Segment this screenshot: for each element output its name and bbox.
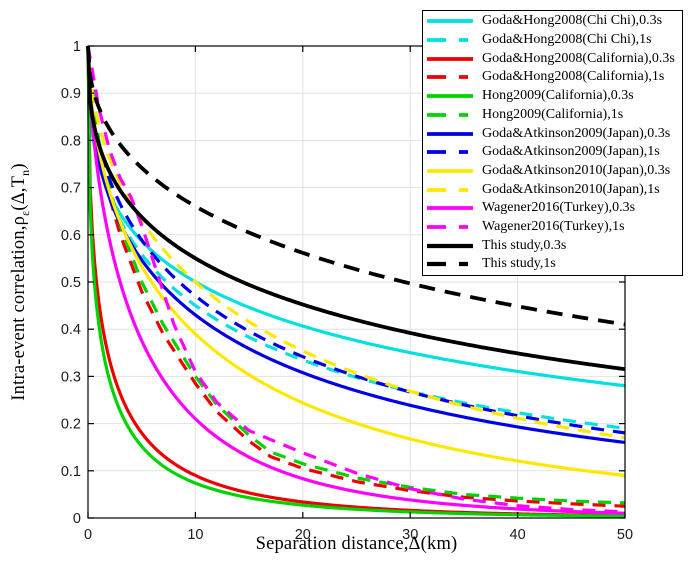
legend-swatch-line bbox=[427, 94, 473, 99]
legend-swatch-line bbox=[427, 112, 473, 117]
y-tick-label: 0.6 bbox=[61, 228, 81, 244]
curve-3 bbox=[86, 45, 625, 508]
legend-item: Goda&Atkinson2009(Japan),0.3s bbox=[423, 125, 682, 143]
curve-10 bbox=[86, 45, 625, 515]
legend-label: Wagener2016(Turkey),1s bbox=[482, 219, 625, 235]
legend-item: Hong2009(California),0.3s bbox=[423, 87, 682, 105]
x-tick-label: 50 bbox=[617, 527, 633, 543]
y-axis-label-sub-n: n bbox=[17, 169, 32, 176]
y-tick-label: 0.3 bbox=[61, 369, 81, 385]
y-axis-label-sub-epsilon: ε bbox=[17, 210, 32, 216]
legend-item: Goda&Hong2008(Chi Chi),0.3s bbox=[423, 12, 682, 30]
curve-11 bbox=[86, 45, 625, 514]
x-tick-label: 20 bbox=[295, 527, 311, 543]
legend-swatch-line bbox=[427, 243, 473, 248]
y-tick-label: 1 bbox=[73, 39, 81, 55]
legend-item: Goda&Atkinson2009(Japan),1s bbox=[423, 143, 682, 161]
legend-label: This study,0.3s bbox=[482, 237, 567, 253]
curve-12 bbox=[86, 45, 625, 372]
legend-item: Goda&Atkinson2010(Japan),1s bbox=[423, 181, 682, 199]
legend-item: Goda&Hong2008(California),0.3s bbox=[423, 50, 682, 68]
curve-4 bbox=[86, 45, 625, 518]
legend-label: Goda&Atkinson2010(Japan),1s bbox=[482, 181, 660, 197]
y-axis-label: Intra-event correlation,ρε(Δ,Tn) bbox=[9, 163, 33, 400]
y-tick-label: 0.5 bbox=[61, 275, 81, 291]
legend-swatch-line bbox=[427, 150, 473, 155]
legend-swatch-line bbox=[427, 206, 473, 211]
curves-group bbox=[86, 45, 625, 518]
legend-label: Goda&Atkinson2010(Japan),0.3s bbox=[482, 162, 671, 178]
x-axis-label: Separation distance,Δ(km) bbox=[255, 534, 458, 554]
y-tick-label: 0.8 bbox=[61, 133, 81, 149]
legend-item: This study,1s bbox=[423, 255, 682, 273]
y-axis-label-close: ) bbox=[9, 163, 30, 170]
legend-label: Goda&Hong2008(California),1s bbox=[482, 69, 665, 85]
legend: Goda&Hong2008(Chi Chi),0.3s Goda&Hong2008… bbox=[422, 10, 683, 276]
legend-item: Wagener2016(Turkey),1s bbox=[423, 218, 682, 236]
y-tick-label: 0.2 bbox=[61, 417, 81, 433]
legend-label: This study,1s bbox=[482, 256, 556, 272]
legend-label: Goda&Hong2008(Chi Chi),1s bbox=[482, 32, 652, 48]
curve-6 bbox=[86, 45, 625, 445]
curve-13 bbox=[86, 45, 625, 327]
curve-0 bbox=[86, 45, 625, 388]
curve-9 bbox=[86, 45, 625, 440]
legend-label: Hong2009(California),0.3s bbox=[482, 88, 634, 104]
y-tick-label: 0.1 bbox=[61, 464, 81, 480]
x-tick-label: 30 bbox=[402, 527, 418, 543]
legend-item: This study,0.3s bbox=[423, 237, 682, 255]
legend-swatch-line bbox=[427, 225, 473, 229]
legend-swatch-line bbox=[427, 56, 473, 61]
legend-item: Hong2009(California),1s bbox=[423, 106, 682, 124]
curve-8 bbox=[86, 45, 625, 478]
y-tick-label: 0.4 bbox=[61, 322, 81, 338]
legend-item: Wagener2016(Turkey),0.3s bbox=[423, 199, 682, 217]
y-axis-label-args: (Δ,T bbox=[9, 175, 30, 211]
y-tick-label: 0.7 bbox=[61, 181, 81, 197]
legend-item: Goda&Hong2008(Chi Chi),1s bbox=[423, 31, 682, 49]
legend-swatch-line bbox=[427, 38, 473, 42]
legend-swatch-line bbox=[427, 75, 473, 80]
y-tick-label: 0 bbox=[73, 511, 81, 527]
legend-swatch-line bbox=[427, 169, 473, 173]
legend-item: Goda&Atkinson2010(Japan),0.3s bbox=[423, 162, 682, 180]
x-tick-label: 0 bbox=[84, 527, 92, 543]
legend-swatch-line bbox=[427, 187, 473, 192]
y-axis-label-text: Intra-event correlation,ρ bbox=[9, 215, 30, 401]
legend-label: Hong2009(California),1s bbox=[482, 106, 624, 122]
y-tick-label: 0.9 bbox=[61, 86, 81, 102]
curve-7 bbox=[86, 45, 625, 435]
legend-swatch-line bbox=[427, 131, 473, 136]
x-tick-label: 10 bbox=[187, 527, 203, 543]
legend-label: Goda&Atkinson2009(Japan),0.3s bbox=[482, 125, 671, 141]
x-tick-label: 40 bbox=[510, 527, 526, 543]
legend-label: Goda&Atkinson2009(Japan),1s bbox=[482, 144, 660, 160]
legend-label: Goda&Hong2008(California),0.3s bbox=[482, 50, 675, 66]
curve-5 bbox=[86, 45, 625, 505]
legend-label: Wagener2016(Turkey),0.3s bbox=[482, 200, 636, 216]
legend-item: Goda&Hong2008(California),1s bbox=[423, 68, 682, 86]
legend-swatch-line bbox=[427, 262, 473, 267]
legend-swatch-line bbox=[427, 19, 473, 24]
legend-label: Goda&Hong2008(Chi Chi),0.3s bbox=[482, 13, 663, 29]
